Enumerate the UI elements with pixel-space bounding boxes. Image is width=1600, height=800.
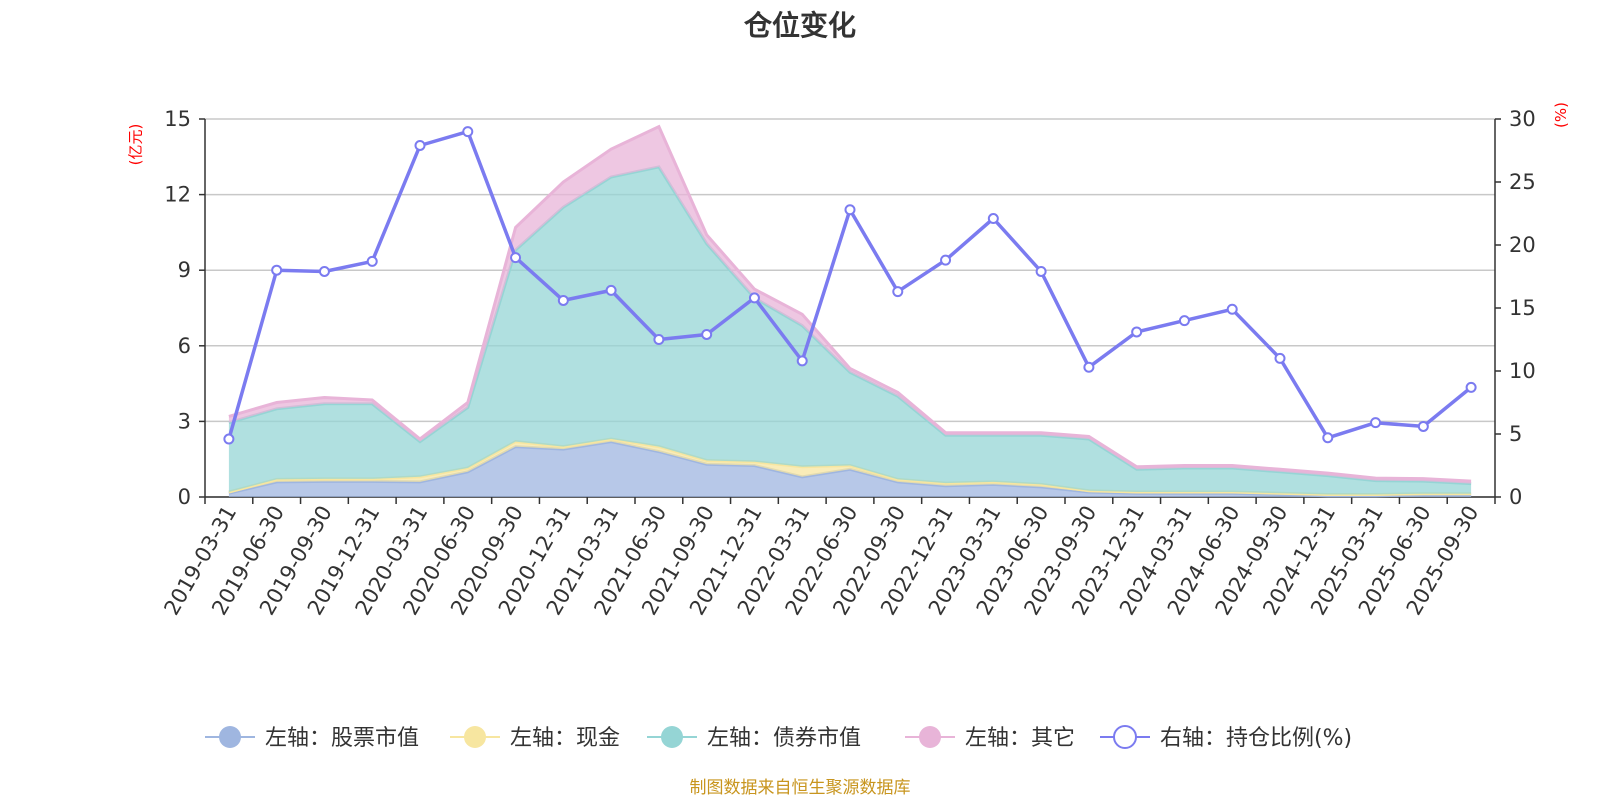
holding-ratio-point: [1274, 352, 1286, 364]
holding-ratio-point: [1226, 303, 1238, 315]
holding-ratio-point: [1370, 417, 1382, 429]
holding-ratio-point: [653, 334, 665, 345]
holding-ratio-point: [1035, 265, 1047, 277]
holding-ratio-point: [318, 265, 330, 277]
holding-ratio-point: [844, 204, 856, 216]
right-axis-tick-label: 15: [1509, 296, 1536, 320]
holding-ratio-point: [1465, 381, 1477, 393]
holding-ratio-point: [1322, 432, 1334, 444]
holding-ratio-point: [1083, 361, 1095, 373]
holding-ratio-point: [271, 264, 283, 276]
area-top-line: [228, 124, 1472, 483]
legend-label: 右轴：持仓比例(%): [1160, 726, 1352, 751]
area-e8b4d8: [228, 126, 1472, 484]
right-axis-tick-label: 25: [1509, 170, 1536, 194]
area-95d5d5: [228, 166, 1472, 495]
holding-ratio-point: [701, 328, 713, 340]
left-axis-tick-label: 15: [164, 107, 191, 131]
holding-ratio-point: [748, 292, 760, 304]
legend-marker: [1113, 725, 1137, 749]
chart-title: 仓位变化: [743, 9, 856, 42]
left-axis-tick-label: 3: [178, 409, 191, 433]
holding-ratio-point: [1178, 315, 1190, 327]
left-axis-tick-label: 0: [178, 485, 191, 509]
legend-marker: [219, 726, 241, 748]
left-axis-tick-label: 9: [178, 258, 191, 282]
holding-ratio-point: [510, 252, 522, 264]
legend-label: 左轴：债券市值: [707, 726, 861, 751]
legend-label: 左轴：现金: [510, 726, 620, 751]
holding-ratio-point: [940, 254, 952, 266]
holding-ratio-point: [223, 433, 235, 445]
legend-label: 左轴：其它: [965, 726, 1075, 751]
holding-ratio-point: [892, 286, 904, 298]
right-axis-tick-label: 10: [1509, 359, 1536, 383]
holding-ratio-point: [366, 255, 378, 267]
right-axis-tick-label: 5: [1509, 422, 1522, 446]
data-source-note: 制图数据来自恒生聚源数据库: [689, 778, 911, 798]
legend-label: 左轴：股票市值: [265, 726, 419, 751]
holding-ratio-point: [987, 213, 999, 225]
area-f7e6a0: [228, 439, 1472, 496]
holding-ratio-point: [1417, 420, 1429, 432]
right-axis-tick-label: 0: [1509, 485, 1522, 509]
holding-ratio-point: [796, 355, 808, 367]
left-axis-tick-label: 6: [178, 334, 191, 358]
legend-marker: [919, 726, 941, 748]
holding-ratio-point: [1131, 326, 1143, 338]
holding-ratio-point: [462, 126, 474, 138]
holding-ratio-point: [414, 139, 426, 151]
right-axis-tick-label: 20: [1509, 233, 1536, 257]
holding-ratio-point: [605, 284, 617, 296]
right-axis-tick-label: 30: [1509, 107, 1536, 131]
left-axis-tick-label: 12: [164, 183, 191, 207]
legend-marker: [661, 726, 683, 748]
holding-ratio-point: [557, 294, 569, 306]
legend-marker: [464, 726, 486, 748]
